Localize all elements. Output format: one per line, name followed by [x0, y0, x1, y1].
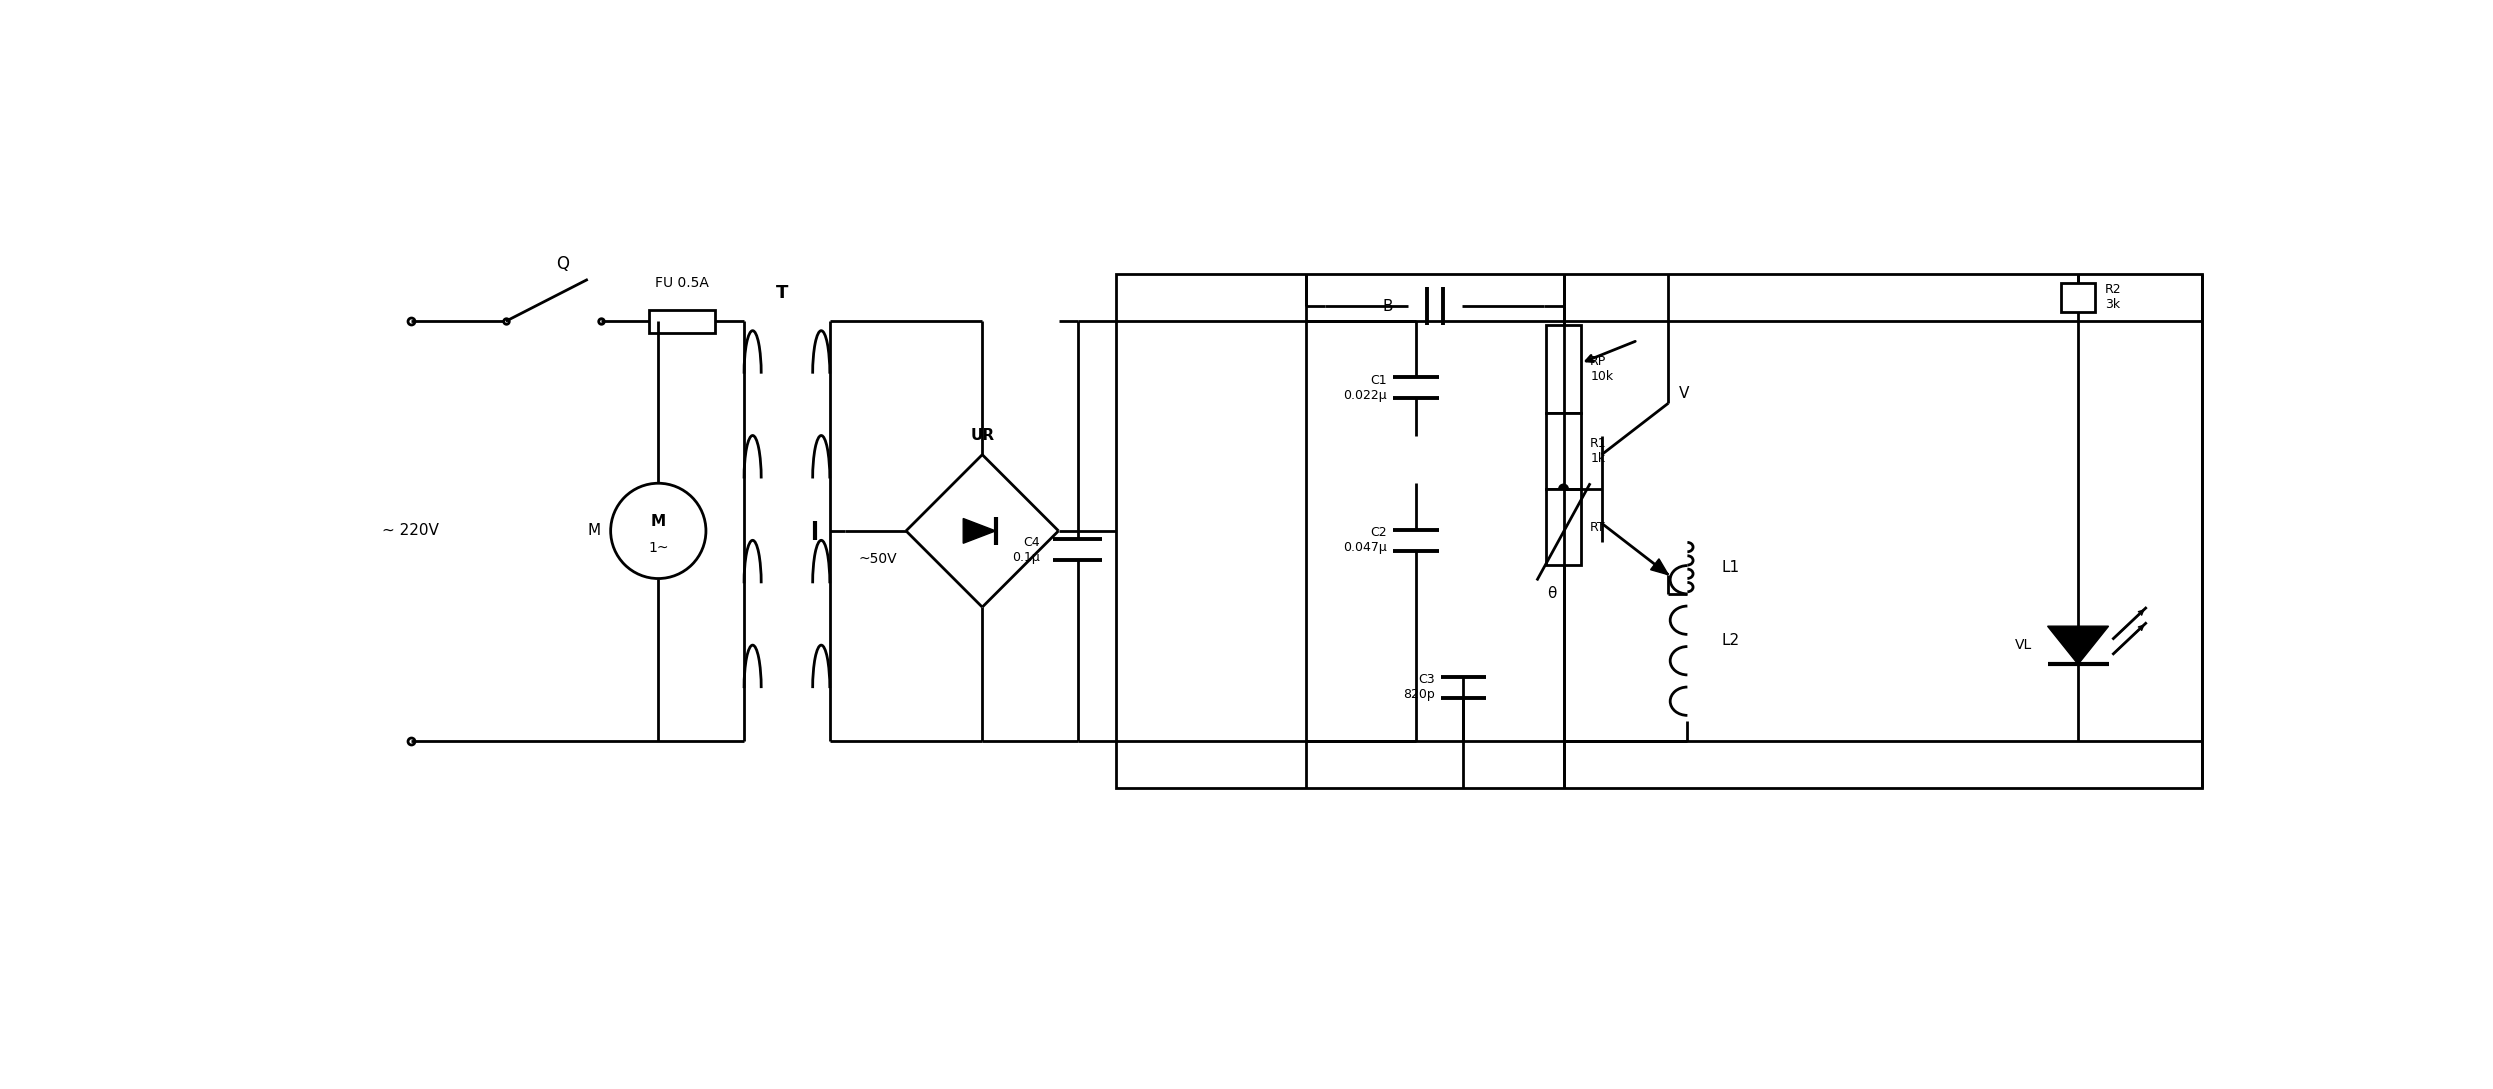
Text: C2
0.047μ: C2 0.047μ	[1344, 526, 1386, 554]
Text: ~50V: ~50V	[858, 552, 897, 566]
Text: ~ 220V: ~ 220V	[381, 524, 439, 538]
Text: V: V	[1678, 387, 1688, 401]
Circle shape	[1558, 485, 1568, 493]
Bar	[1546, 489, 1581, 565]
Text: R1
1k: R1 1k	[1591, 437, 1608, 465]
Circle shape	[611, 484, 706, 578]
Text: B: B	[1384, 298, 1394, 314]
Text: VL: VL	[2014, 638, 2032, 652]
Text: T: T	[775, 283, 788, 302]
Text: Q: Q	[556, 255, 568, 273]
Text: θ: θ	[1548, 586, 1556, 601]
Bar	[648, 310, 715, 333]
Text: FU 0.5A: FU 0.5A	[656, 277, 708, 290]
Text: UR: UR	[970, 428, 995, 443]
Text: L1: L1	[1723, 560, 1740, 575]
Bar	[1546, 413, 1581, 489]
Text: RT: RT	[1591, 521, 1605, 534]
Text: M: M	[588, 524, 601, 538]
Polygon shape	[2047, 626, 2109, 664]
Text: L2: L2	[1723, 633, 1740, 648]
Text: C1
0.022μ: C1 0.022μ	[1344, 374, 1386, 402]
Bar	[1546, 325, 1581, 413]
Text: 1~: 1~	[648, 541, 668, 555]
Bar	[2062, 283, 2094, 311]
Polygon shape	[1650, 559, 1668, 575]
Text: C3
820p: C3 820p	[1404, 673, 1436, 701]
Text: C4
0.1μ: C4 0.1μ	[1012, 536, 1040, 564]
Polygon shape	[962, 518, 995, 543]
Text: M: M	[651, 514, 666, 529]
Text: RP
10k: RP 10k	[1591, 355, 1613, 383]
Bar	[1117, 273, 2201, 788]
Text: R2
3k: R2 3k	[2104, 283, 2122, 311]
